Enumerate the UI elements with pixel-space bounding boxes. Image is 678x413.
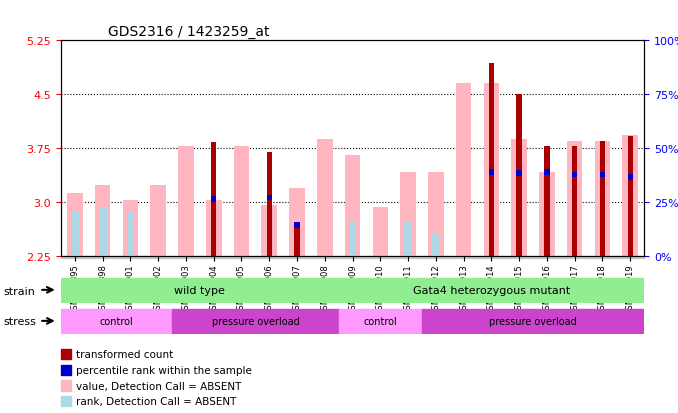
- Bar: [95, 186, 111, 256]
- Bar: [595, 142, 610, 256]
- Bar: [262, 206, 277, 256]
- Bar: [544, 147, 550, 256]
- FancyBboxPatch shape: [339, 278, 644, 302]
- Bar: [211, 197, 216, 202]
- Bar: [456, 84, 471, 256]
- Bar: [489, 169, 494, 175]
- Bar: [628, 137, 633, 256]
- FancyBboxPatch shape: [172, 309, 339, 333]
- Bar: [404, 222, 412, 256]
- Bar: [628, 174, 633, 180]
- Bar: [71, 212, 79, 256]
- Bar: [372, 207, 388, 256]
- Text: Gata4 heterozygous mutant: Gata4 heterozygous mutant: [413, 285, 570, 295]
- Bar: [127, 212, 134, 256]
- Bar: [616, 256, 644, 258]
- Bar: [345, 156, 360, 256]
- Bar: [600, 142, 605, 256]
- Text: pressure overload: pressure overload: [489, 316, 577, 326]
- Bar: [256, 256, 283, 258]
- Bar: [206, 200, 222, 256]
- Text: transformed count: transformed count: [76, 349, 173, 359]
- Bar: [294, 223, 300, 228]
- Bar: [400, 172, 416, 256]
- Text: value, Detection Call = ABSENT: value, Detection Call = ABSENT: [76, 381, 241, 391]
- Text: percentile rank within the sample: percentile rank within the sample: [76, 365, 252, 375]
- Bar: [339, 256, 366, 258]
- Bar: [567, 142, 582, 256]
- Bar: [539, 172, 555, 256]
- Text: rank, Detection Call = ABSENT: rank, Detection Call = ABSENT: [76, 396, 237, 406]
- FancyBboxPatch shape: [339, 309, 422, 333]
- Bar: [89, 256, 117, 258]
- Bar: [622, 136, 638, 256]
- Bar: [317, 139, 333, 256]
- Bar: [117, 256, 144, 258]
- Bar: [211, 143, 216, 256]
- FancyBboxPatch shape: [61, 309, 172, 333]
- Bar: [505, 256, 533, 258]
- Bar: [589, 256, 616, 258]
- Bar: [366, 256, 394, 258]
- Bar: [517, 95, 522, 256]
- Bar: [123, 200, 138, 256]
- Bar: [266, 195, 272, 201]
- Bar: [283, 256, 311, 258]
- Bar: [533, 256, 561, 258]
- Bar: [151, 186, 166, 256]
- Bar: [394, 256, 422, 258]
- Bar: [517, 171, 522, 177]
- Bar: [422, 256, 450, 258]
- Text: control: control: [100, 316, 134, 326]
- Text: wild type: wild type: [174, 285, 225, 295]
- Bar: [477, 256, 505, 258]
- Bar: [348, 222, 357, 256]
- Bar: [450, 256, 477, 258]
- Bar: [600, 172, 605, 178]
- Bar: [311, 256, 339, 258]
- Bar: [144, 256, 172, 258]
- Bar: [228, 256, 256, 258]
- Text: strain: strain: [3, 286, 35, 296]
- Text: stress: stress: [3, 316, 36, 326]
- Bar: [572, 172, 578, 178]
- Bar: [432, 235, 440, 256]
- Bar: [511, 139, 527, 256]
- Bar: [61, 256, 89, 258]
- Bar: [294, 225, 300, 256]
- Text: control: control: [363, 316, 397, 326]
- Bar: [561, 256, 589, 258]
- Bar: [290, 188, 305, 256]
- Text: GDS2316 / 1423259_at: GDS2316 / 1423259_at: [108, 25, 269, 39]
- FancyBboxPatch shape: [422, 309, 644, 333]
- Bar: [200, 256, 228, 258]
- Bar: [234, 147, 250, 256]
- Bar: [483, 84, 499, 256]
- Bar: [99, 207, 106, 256]
- Bar: [266, 152, 272, 256]
- Bar: [428, 172, 443, 256]
- FancyBboxPatch shape: [61, 278, 339, 302]
- Bar: [178, 147, 194, 256]
- Bar: [172, 256, 200, 258]
- Text: pressure overload: pressure overload: [212, 316, 299, 326]
- Bar: [489, 64, 494, 256]
- Bar: [67, 193, 83, 256]
- Bar: [572, 147, 578, 256]
- Bar: [544, 169, 550, 175]
